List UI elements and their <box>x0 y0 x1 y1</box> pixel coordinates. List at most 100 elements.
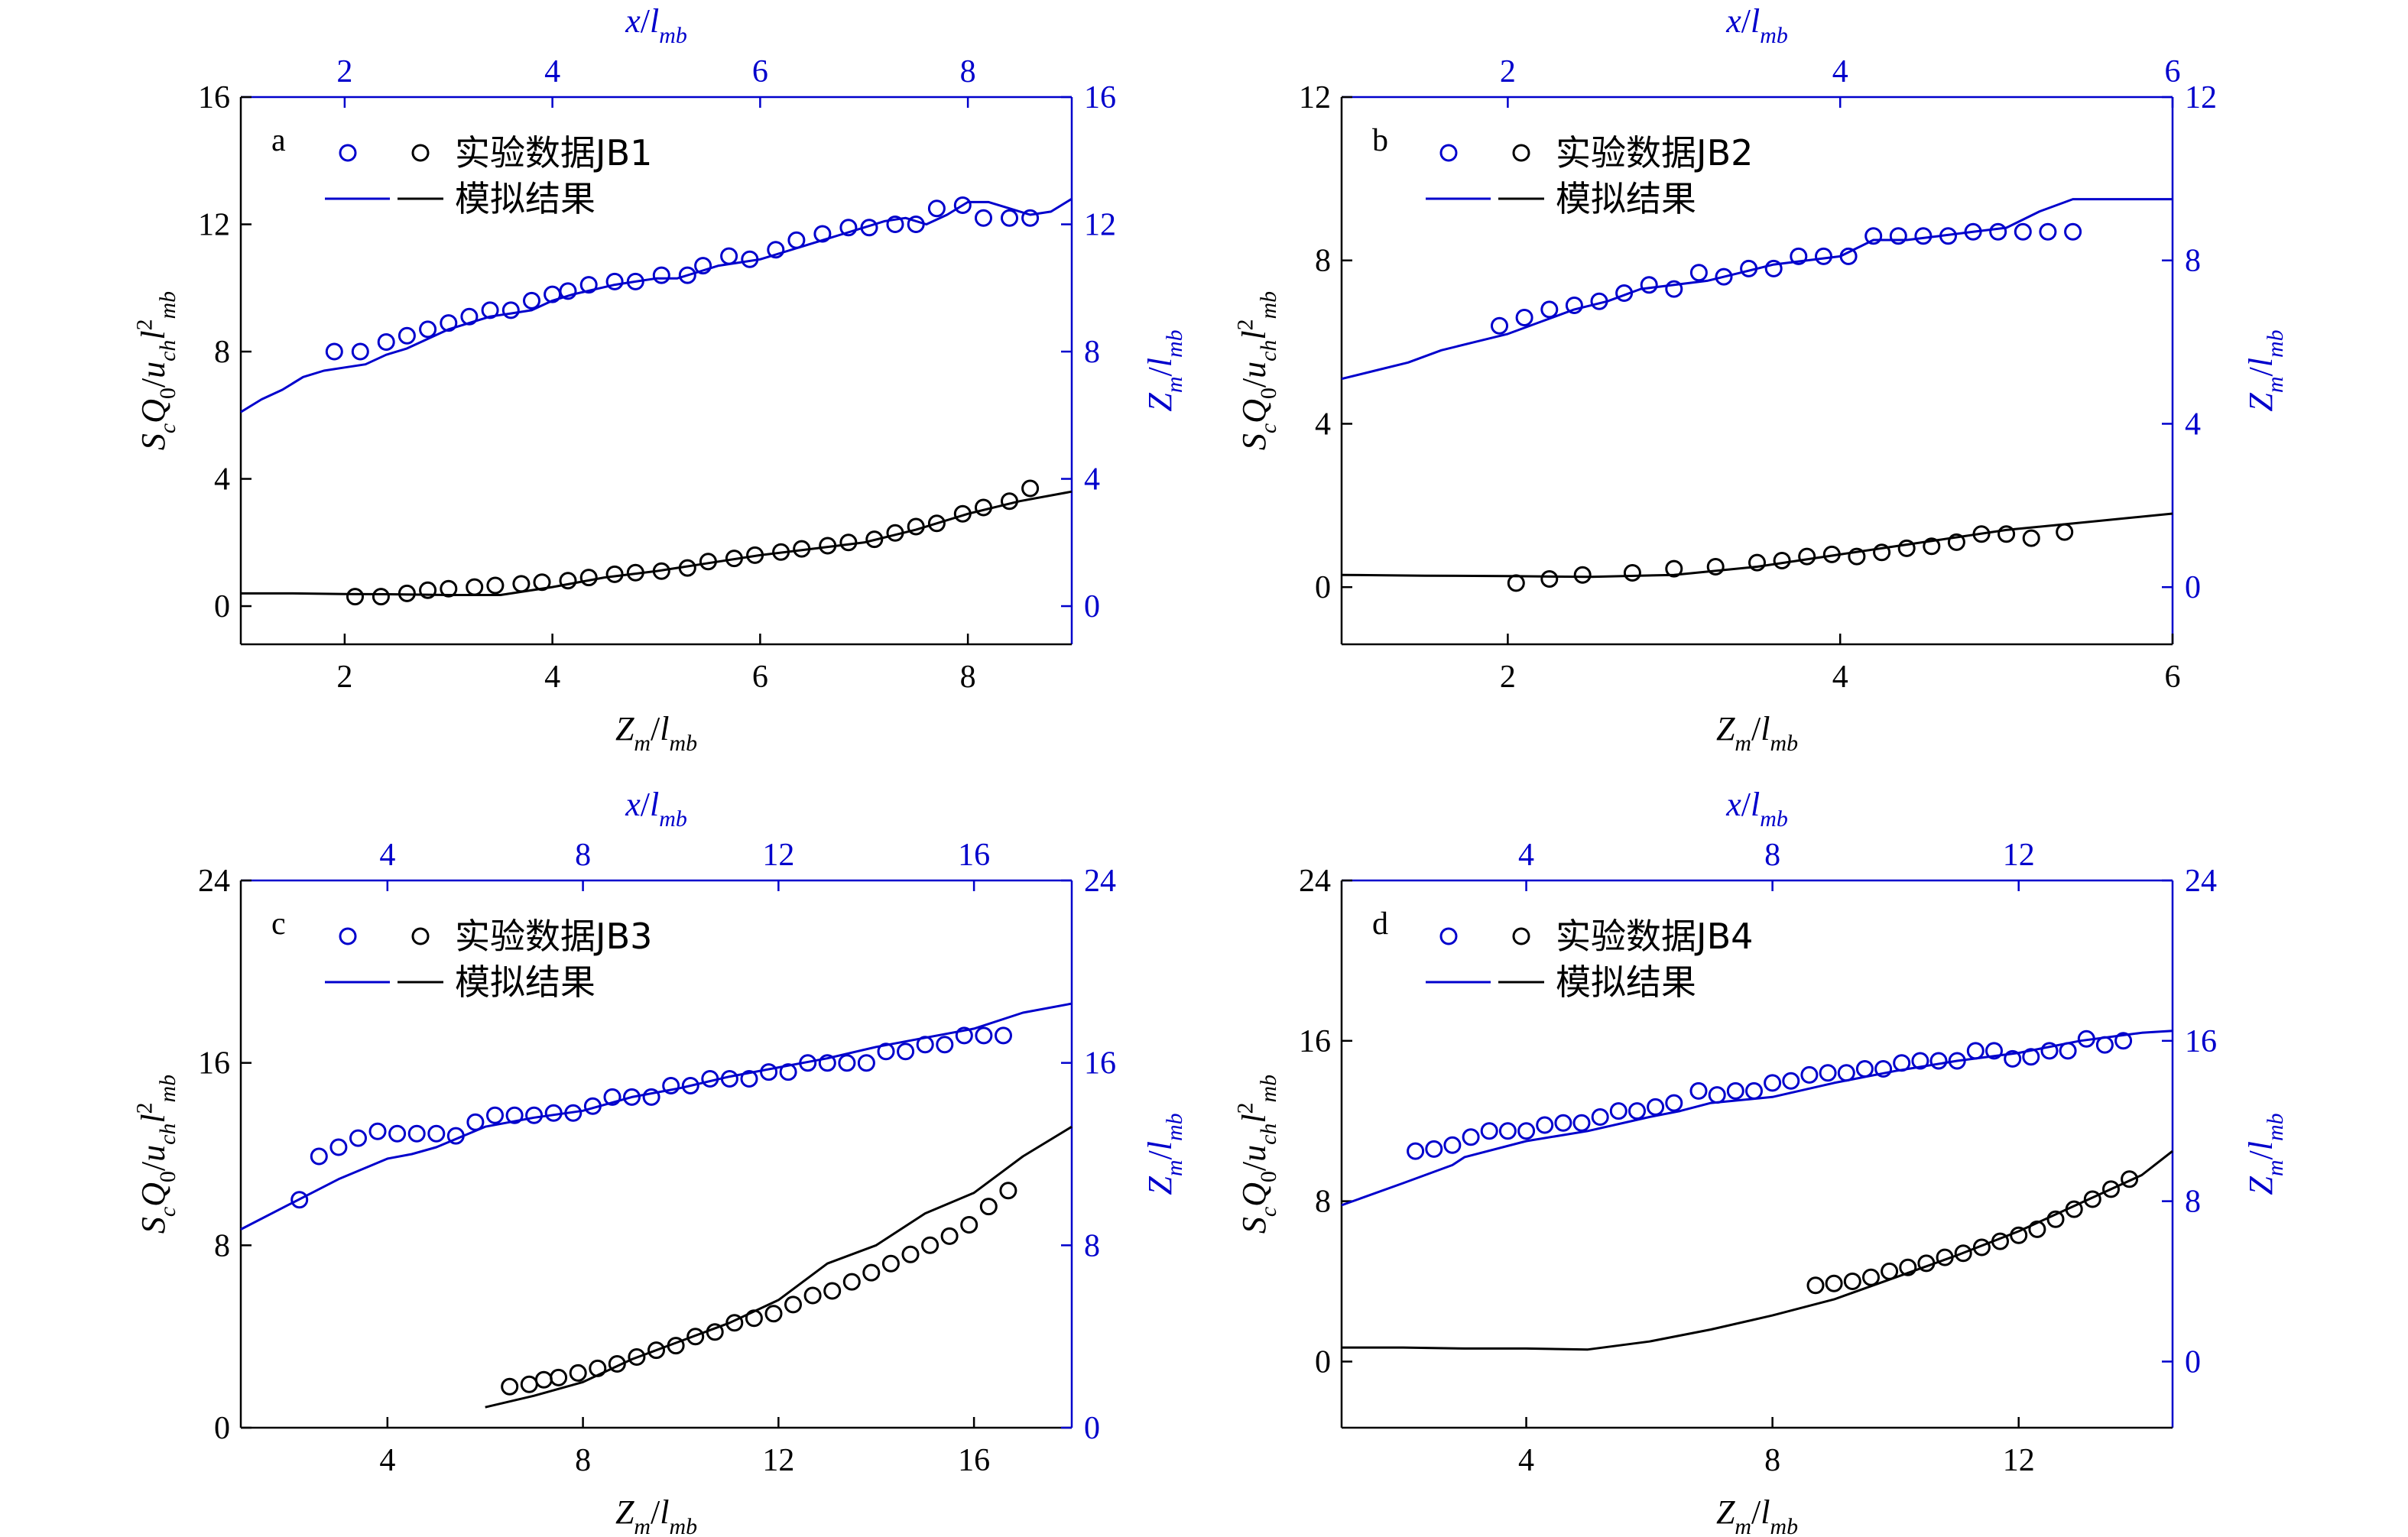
data-point-source-strength <box>608 1355 626 1373</box>
data-point-plume-height <box>1001 209 1018 227</box>
data-point-plume-height <box>501 301 520 319</box>
x-axis-label-top: x/lmb <box>625 2 687 48</box>
data-point-source-strength <box>1573 566 1592 584</box>
data-point-source-strength <box>999 1182 1017 1200</box>
data-point-plume-height <box>525 1106 544 1124</box>
data-point-source-strength <box>1540 570 1559 588</box>
panel-d: 4 4 8 8 12 12 0 0 8 8 16 16 24 24 Zm/lmb x/lmb ScQ0/uchl… <box>1232 786 2288 1537</box>
data-point-plume-height <box>838 1054 856 1072</box>
data-point-source-strength <box>1897 539 1916 557</box>
y-tick-label-right: 16 <box>1084 1046 1116 1081</box>
data-point-plume-height <box>388 1124 407 1143</box>
data-point-source-strength <box>2056 523 2074 541</box>
data-point-source-strength <box>533 573 551 592</box>
data-point-plume-height <box>1647 1098 1665 1116</box>
data-point-plume-height <box>955 1026 973 1045</box>
data-point-plume-height <box>1800 1065 1819 1084</box>
data-point-source-strength <box>1873 543 1891 562</box>
data-point-plume-height <box>1855 1060 1874 1078</box>
data-point-source-strength <box>975 498 992 517</box>
data-point-plume-height <box>995 1026 1012 1045</box>
data-point-plume-height <box>2114 1032 2133 1050</box>
legend-marker-plume-height <box>339 144 357 162</box>
y-axis-label-right: Zm/lmb <box>1141 329 1187 411</box>
data-point-source-strength <box>372 588 390 606</box>
series-line-source-strength <box>241 490 1073 596</box>
data-point-source-strength <box>605 565 624 583</box>
data-point-plume-height <box>662 1077 680 1094</box>
data-point-plume-height <box>975 209 992 227</box>
data-point-source-strength <box>559 572 577 590</box>
data-point-plume-height <box>886 216 904 233</box>
x-tick-label-bottom: 6 <box>752 660 768 695</box>
y-tick-label-right: 12 <box>2185 80 2217 115</box>
data-point-plume-height <box>368 1122 387 1140</box>
data-point-source-strength <box>901 1245 920 1263</box>
data-point-plume-height <box>1966 1042 1984 1060</box>
y-tick-label-right: 0 <box>2185 570 2201 605</box>
data-point-source-strength <box>628 1348 646 1366</box>
data-point-plume-height <box>2040 1042 2059 1060</box>
data-point-source-strength <box>2121 1170 2139 1188</box>
data-point-plume-height <box>1443 1136 1462 1154</box>
data-point-source-strength <box>419 581 437 599</box>
x-tick-label-top: 4 <box>1518 838 1534 873</box>
data-point-source-strength <box>921 1236 940 1254</box>
legend-label-data: 实验数据JB4 <box>1556 916 1753 957</box>
data-point-plume-height <box>1498 1122 1517 1140</box>
data-point-plume-height <box>813 225 832 243</box>
data-point-plume-height <box>579 276 598 294</box>
data-point-plume-height <box>1407 1142 1425 1160</box>
legend-marker-source-strength <box>1512 927 1530 945</box>
x-tick-label-top: 8 <box>575 838 591 873</box>
data-point-source-strength <box>1706 558 1725 576</box>
data-point-plume-height <box>1874 1060 1893 1078</box>
data-point-plume-height <box>1911 1052 1929 1070</box>
panel-letter: a <box>271 123 286 158</box>
y-tick-label-right: 4 <box>2185 407 2201 442</box>
data-point-source-strength <box>1507 574 1525 592</box>
data-point-plume-height <box>1491 316 1508 335</box>
x-tick-label-bottom: 4 <box>1518 1443 1534 1478</box>
x-tick-label-bottom: 4 <box>379 1443 395 1478</box>
data-point-plume-height <box>1572 1114 1591 1132</box>
y-tick-label-left: 12 <box>1299 80 1331 115</box>
x-tick-label-bottom: 2 <box>1500 660 1516 695</box>
x-tick-label-bottom: 4 <box>544 660 560 695</box>
data-point-plume-height <box>1837 1064 1855 1082</box>
y-tick-label-left: 12 <box>198 208 230 243</box>
data-point-source-strength <box>569 1364 587 1382</box>
data-point-plume-height <box>2064 222 2082 241</box>
data-point-plume-height <box>1665 280 1683 298</box>
data-point-plume-height <box>1665 1094 1683 1112</box>
data-point-plume-height <box>678 266 696 284</box>
data-point-plume-height <box>505 1106 524 1124</box>
data-point-source-strength <box>466 578 484 596</box>
data-point-plume-height <box>857 1054 875 1072</box>
data-point-source-strength <box>839 533 858 552</box>
y-tick-label-right: 16 <box>2185 1024 2217 1059</box>
legend-label-data: 实验数据JB1 <box>455 132 652 173</box>
series-line-source-strength <box>485 1125 1073 1409</box>
y-axis-label-right: Zm/lmb <box>1141 1113 1187 1195</box>
data-point-source-strength <box>2046 1210 2065 1228</box>
data-point-plume-height <box>1864 227 1883 245</box>
x-tick-label-bottom: 8 <box>1764 1443 1780 1478</box>
x-tick-label-top: 8 <box>1764 838 1780 873</box>
data-point-plume-height <box>2014 222 2032 241</box>
data-point-plume-height <box>1462 1128 1480 1146</box>
data-point-source-strength <box>862 1263 881 1282</box>
data-point-source-strength <box>1848 547 1866 566</box>
data-point-plume-height <box>2022 1048 2040 1066</box>
data-point-plume-height <box>897 1043 915 1061</box>
y-axis-label-right: Zm/lmb <box>2242 1113 2288 1195</box>
data-point-source-strength <box>2102 1180 2120 1198</box>
x-tick-label-top: 6 <box>2165 54 2181 89</box>
data-point-plume-height <box>1764 259 1783 277</box>
data-point-source-strength <box>842 1273 861 1291</box>
data-point-plume-height <box>1425 1140 1443 1158</box>
legend-marker-source-strength <box>411 144 430 162</box>
panel-letter: d <box>1372 906 1388 942</box>
x-tick-label-top: 2 <box>336 54 352 89</box>
data-point-source-strength <box>1954 1244 1972 1263</box>
